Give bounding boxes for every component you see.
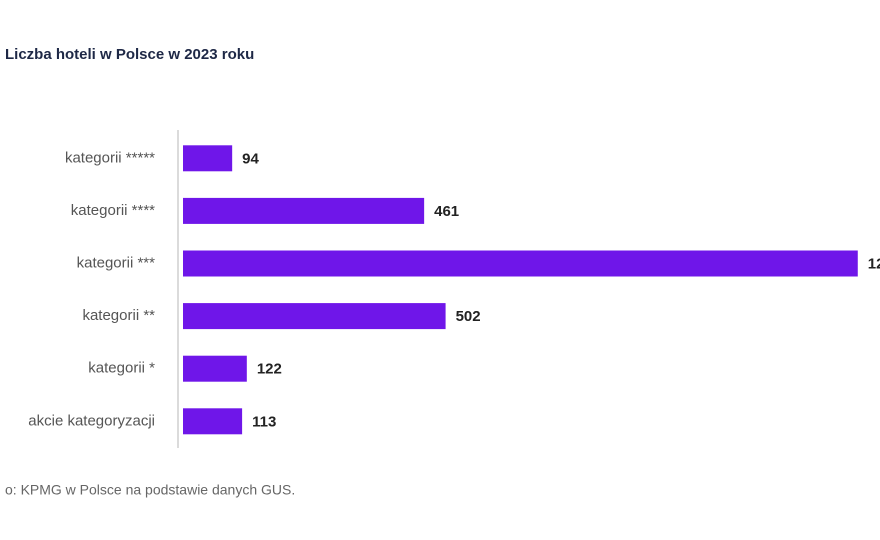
category-label: kategorii * <box>88 360 155 377</box>
bar <box>183 145 233 172</box>
value-label: 1290 <box>868 255 880 272</box>
value-label: 122 <box>257 361 282 378</box>
bar <box>183 303 446 330</box>
bar <box>183 250 858 277</box>
category-label: kategorii ***** <box>65 149 155 166</box>
bar <box>183 355 247 382</box>
source-note: o: KPMG w Polsce na podstawie danych GUS… <box>5 482 295 498</box>
category-label: kategorii ** <box>82 307 155 324</box>
value-label: 461 <box>434 203 459 220</box>
value-label: 113 <box>252 413 276 430</box>
bar <box>183 197 425 224</box>
category-label: kategorii *** <box>77 254 156 271</box>
value-label: 502 <box>456 308 481 325</box>
category-label: akcie kategoryzacji <box>28 412 155 429</box>
value-label: 94 <box>242 150 259 167</box>
bar <box>183 408 243 435</box>
chart-title: Liczba hoteli w Polsce w 2023 roku <box>5 46 254 63</box>
category-label: kategorii **** <box>71 202 155 219</box>
